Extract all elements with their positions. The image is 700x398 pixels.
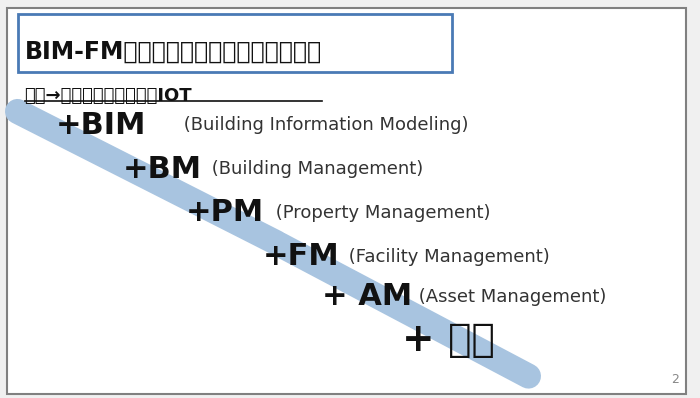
Text: (Building Information Modeling): (Building Information Modeling) [178, 116, 469, 135]
Text: (Facility Management): (Facility Management) [343, 248, 550, 266]
Text: + 経営: + 経営 [402, 321, 496, 359]
Text: +FM: +FM [262, 242, 340, 271]
Text: +BIM: +BIM [56, 111, 146, 140]
FancyBboxPatch shape [18, 14, 452, 72]
Text: +BM: +BM [122, 155, 202, 183]
FancyBboxPatch shape [7, 8, 686, 394]
Text: +PM: +PM [186, 199, 264, 227]
Text: + AM: + AM [322, 282, 412, 311]
Text: (Building Management): (Building Management) [206, 160, 424, 178]
Text: BIM-FMの領域と専門の壁を超えること: BIM-FMの領域と専門の壁を超えること [25, 40, 321, 64]
Text: (Property Management): (Property Management) [270, 204, 490, 222]
Text: (Asset Management): (Asset Management) [413, 287, 606, 306]
Text: 建築→意匠・構造・設備・IOT: 建築→意匠・構造・設備・IOT [25, 86, 192, 105]
Text: 2: 2 [671, 373, 679, 386]
